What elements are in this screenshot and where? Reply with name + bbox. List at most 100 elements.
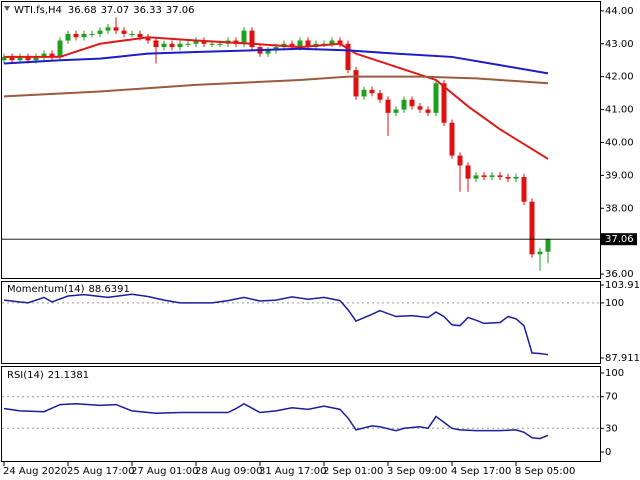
x-tick-label: 24 Aug 2020 (3, 466, 67, 477)
indicator-value: 21.1381 (48, 370, 89, 381)
candle-body (89, 33, 95, 35)
candle-body (465, 165, 471, 179)
candle-body (97, 30, 103, 34)
candle-body (185, 43, 191, 45)
candle-body (521, 177, 527, 202)
current-price-box (601, 233, 637, 246)
high-value: 37.07 (101, 5, 130, 16)
candle-body (329, 40, 335, 44)
candle-body (545, 239, 551, 252)
close-value: 37.06 (166, 5, 195, 16)
indicator-value: 88.6391 (89, 284, 130, 295)
candle-body (81, 33, 87, 38)
candle-body (33, 56, 39, 61)
candle-body (41, 53, 47, 57)
y-tick-label: 42.00 (605, 72, 634, 83)
y-tick-label: 36.00 (605, 269, 634, 280)
x-tick-label: 25 Aug 17:00 (67, 466, 134, 477)
candle-body (489, 175, 495, 178)
candle-body (161, 43, 167, 48)
y-tick-label: 39.00 (605, 170, 634, 181)
indicator-title: Momentum(14) 88.6391 (7, 284, 130, 295)
candle-body (193, 40, 199, 44)
indicator-name: Momentum(14) (7, 284, 85, 295)
candle-body (449, 122, 455, 156)
moving-average-line (3, 75, 549, 98)
y-tick-label: 103.9172 (605, 280, 640, 291)
candle-body (9, 56, 15, 61)
candle-body (473, 175, 479, 179)
candle-body (121, 30, 127, 34)
candle-body (385, 99, 391, 113)
candle-body (409, 99, 415, 107)
candle-body (529, 201, 535, 255)
open-value: 36.68 (68, 5, 97, 16)
x-tick-label: 8 Sep 05:00 (515, 466, 575, 477)
candle-body (217, 43, 223, 45)
candle-body (113, 27, 119, 31)
candle-body (425, 109, 431, 113)
chart-title: WTI.fs,H4 (14, 5, 62, 16)
candle-body (305, 40, 311, 48)
y-tick-label: 0 (605, 447, 611, 458)
candle-body (25, 56, 31, 61)
y-tick-label: 70 (605, 392, 618, 403)
y-tick-label: 44.00 (605, 6, 634, 17)
chart-header: WTI.fs,H4 36.68 37.07 36.33 37.06 (14, 5, 194, 16)
candle-body (505, 177, 511, 179)
candle-body (345, 43, 351, 71)
candle-body (169, 43, 175, 48)
x-tick-label: 27 Aug 01:00 (131, 466, 198, 477)
moving-average-line (4, 36, 549, 160)
main-panel-border (1, 1, 601, 279)
candle-body (353, 70, 359, 97)
candle-body (249, 30, 255, 48)
x-tick-label: 4 Sep 17:00 (451, 466, 511, 477)
indicator-name: RSI(14) (7, 370, 44, 381)
x-tick-label: 2 Sep 01:00 (323, 466, 383, 477)
y-tick-label: 43.00 (605, 39, 634, 50)
candle-body (377, 93, 383, 100)
x-tick-label: 3 Sep 09:00 (387, 466, 447, 477)
candle-body (401, 99, 407, 110)
candle-body (433, 83, 439, 113)
x-tick-label: 28 Aug 09:00 (195, 466, 262, 477)
candle-body (145, 37, 151, 41)
candle-body (153, 40, 159, 48)
candle-body (137, 33, 143, 38)
candle-body (457, 155, 463, 166)
symbol-icon (4, 6, 10, 11)
candle-body (513, 177, 519, 179)
indicator-line (3, 293, 549, 356)
candle-body (57, 40, 63, 57)
candle-body (297, 40, 303, 48)
candle-body (537, 251, 543, 255)
y-tick-label: 100 (605, 298, 624, 309)
candle-body (17, 56, 23, 61)
candle-body (361, 89, 367, 97)
candle-body (441, 83, 447, 123)
indicator-title: RSI(14) 21.1381 (7, 370, 89, 381)
x-tick-label: 31 Aug 17:00 (259, 466, 326, 477)
candle-body (73, 33, 79, 38)
candle-body (417, 106, 423, 110)
candle-body (201, 40, 207, 44)
momentum-panel-border (1, 281, 601, 364)
y-tick-label: 40.00 (605, 137, 634, 148)
rsi-panel-border (1, 366, 601, 462)
candle-body (289, 43, 295, 48)
candle-body (129, 33, 135, 35)
candle-body (49, 53, 55, 57)
candle-body (265, 50, 271, 54)
moving-average-line (3, 47, 549, 75)
candle-body (241, 30, 247, 44)
candle-body (369, 89, 375, 94)
current-price-label: 37.06 (605, 234, 634, 245)
candle-body (177, 43, 183, 48)
candle-body (1, 56, 7, 61)
y-tick-label: 38.00 (605, 203, 634, 214)
candle-body (65, 33, 71, 41)
candle-body (393, 109, 399, 113)
